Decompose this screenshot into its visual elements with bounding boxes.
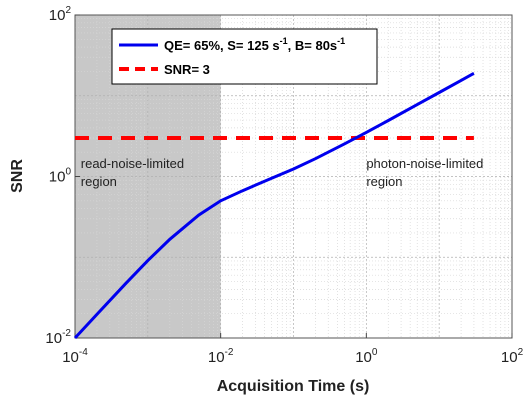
annotation-photon-noise: photon-noise-limited region bbox=[366, 156, 487, 189]
x-axis-ticks: 10-4 10-2 100 102 bbox=[62, 333, 524, 366]
annotation-photon-noise-line2: region bbox=[366, 174, 402, 189]
legend-box bbox=[111, 28, 378, 85]
legend-label-qe-curve: QE= 65%, S= 125 s-1, B= 80s-1 bbox=[164, 36, 345, 53]
annotation-read-noise-line1: read-noise-limited bbox=[81, 156, 184, 171]
x-axis-title: Acquisition Time (s) bbox=[217, 378, 370, 395]
annotation-photon-noise-line1: photon-noise-limited bbox=[366, 156, 483, 171]
x-tick-label: 10-2 bbox=[208, 347, 234, 366]
x-tick-label: 10-4 bbox=[62, 347, 88, 366]
legend: QE= 65%, S= 125 s-1, B= 80s-1 SNR= 3 bbox=[111, 28, 378, 85]
y-axis-ticks: 10-2 100 102 bbox=[45, 5, 80, 347]
annotation-read-noise: read-noise-limited region bbox=[81, 156, 188, 189]
x-tick-label: 100 bbox=[355, 347, 378, 366]
y-tick-label: 10-2 bbox=[45, 328, 71, 347]
y-tick-label: 100 bbox=[49, 167, 72, 186]
legend-label-snr-threshold: SNR= 3 bbox=[164, 62, 210, 77]
x-tick-label: 102 bbox=[501, 347, 524, 366]
y-tick-label: 102 bbox=[49, 5, 72, 24]
annotation-read-noise-line2: region bbox=[81, 174, 117, 189]
series-qe-snr-curve bbox=[73, 71, 475, 340]
y-axis-title: SNR bbox=[9, 159, 26, 193]
